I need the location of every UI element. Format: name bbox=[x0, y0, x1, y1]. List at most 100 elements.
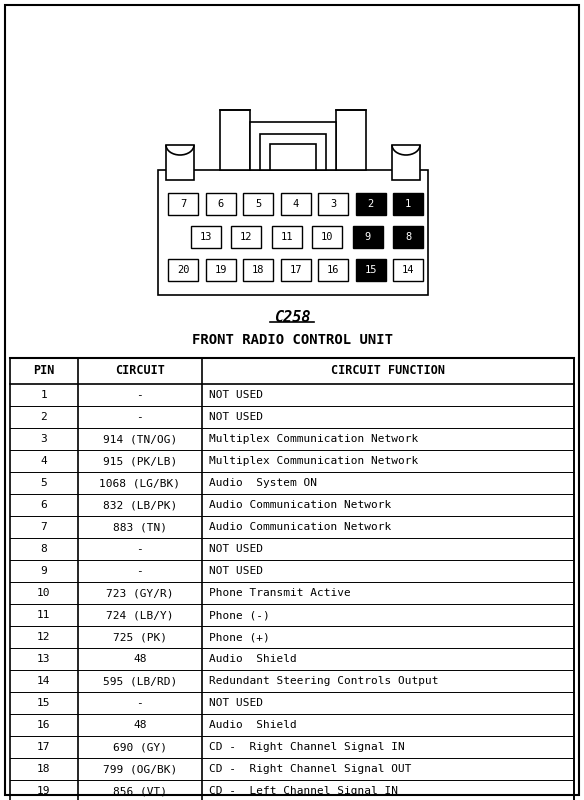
Bar bbox=[231, 226, 262, 248]
Text: 4: 4 bbox=[40, 456, 47, 466]
Text: 16: 16 bbox=[37, 720, 51, 730]
Bar bbox=[166, 145, 194, 180]
Bar bbox=[393, 226, 423, 248]
Text: 16: 16 bbox=[327, 265, 339, 275]
Text: 723 (GY/R): 723 (GY/R) bbox=[106, 588, 173, 598]
Bar bbox=[220, 110, 250, 170]
Bar bbox=[158, 170, 428, 295]
Text: Multiplex Communication Network: Multiplex Communication Network bbox=[208, 456, 418, 466]
Text: -: - bbox=[136, 544, 143, 554]
Text: Multiplex Communication Network: Multiplex Communication Network bbox=[208, 434, 418, 444]
Text: 915 (PK/LB): 915 (PK/LB) bbox=[103, 456, 177, 466]
Text: 595 (LB/RD): 595 (LB/RD) bbox=[103, 676, 177, 686]
Text: CIRCUIT FUNCTION: CIRCUIT FUNCTION bbox=[331, 365, 445, 378]
Text: 11: 11 bbox=[37, 610, 51, 620]
Bar bbox=[206, 193, 235, 215]
Bar bbox=[393, 193, 423, 215]
Text: 10: 10 bbox=[321, 232, 333, 242]
Bar bbox=[392, 145, 420, 180]
Text: 18: 18 bbox=[37, 764, 51, 774]
Bar bbox=[356, 193, 385, 215]
Text: 690 (GY): 690 (GY) bbox=[113, 742, 166, 752]
Bar bbox=[356, 259, 385, 281]
Text: 10: 10 bbox=[37, 588, 51, 598]
Text: 7: 7 bbox=[180, 199, 186, 209]
Text: 9: 9 bbox=[40, 566, 47, 576]
Text: NOT USED: NOT USED bbox=[208, 566, 263, 576]
Text: 2: 2 bbox=[40, 412, 47, 422]
Text: 15: 15 bbox=[364, 265, 377, 275]
Text: 6: 6 bbox=[40, 500, 47, 510]
Text: PIN: PIN bbox=[33, 365, 54, 378]
Text: 17: 17 bbox=[37, 742, 51, 752]
Text: 799 (OG/BK): 799 (OG/BK) bbox=[103, 764, 177, 774]
Bar bbox=[318, 193, 348, 215]
Text: Audio Communication Network: Audio Communication Network bbox=[208, 522, 391, 532]
Text: 856 (VT): 856 (VT) bbox=[113, 786, 166, 796]
Bar bbox=[318, 259, 348, 281]
Text: CIRCUIT: CIRCUIT bbox=[115, 365, 165, 378]
Bar bbox=[312, 226, 342, 248]
Text: 19: 19 bbox=[214, 265, 227, 275]
Text: Audio  Shield: Audio Shield bbox=[208, 654, 297, 664]
Text: 1068 (LG/BK): 1068 (LG/BK) bbox=[99, 478, 180, 488]
Text: 12: 12 bbox=[37, 632, 51, 642]
Text: -: - bbox=[136, 566, 143, 576]
Text: Audio  System ON: Audio System ON bbox=[208, 478, 317, 488]
Text: 5: 5 bbox=[40, 478, 47, 488]
Bar bbox=[393, 259, 423, 281]
Text: 1: 1 bbox=[405, 199, 411, 209]
Text: CD -  Right Channel Signal IN: CD - Right Channel Signal IN bbox=[208, 742, 405, 752]
Text: -: - bbox=[136, 698, 143, 708]
Bar bbox=[280, 259, 311, 281]
Text: 8: 8 bbox=[40, 544, 47, 554]
Text: 19: 19 bbox=[37, 786, 51, 796]
Text: 11: 11 bbox=[280, 232, 293, 242]
Text: -: - bbox=[136, 390, 143, 400]
Text: 20: 20 bbox=[177, 265, 189, 275]
Text: NOT USED: NOT USED bbox=[208, 412, 263, 422]
Bar bbox=[250, 122, 336, 170]
Text: 4: 4 bbox=[293, 199, 298, 209]
Text: 2: 2 bbox=[367, 199, 374, 209]
Bar bbox=[243, 193, 273, 215]
Text: Audio  Shield: Audio Shield bbox=[208, 720, 297, 730]
Text: 724 (LB/Y): 724 (LB/Y) bbox=[106, 610, 173, 620]
Text: NOT USED: NOT USED bbox=[208, 698, 263, 708]
Text: 725 (PK): 725 (PK) bbox=[113, 632, 166, 642]
Text: 15: 15 bbox=[37, 698, 51, 708]
Text: NOT USED: NOT USED bbox=[208, 390, 263, 400]
Bar bbox=[272, 226, 302, 248]
Bar bbox=[168, 259, 198, 281]
Bar bbox=[206, 259, 235, 281]
Text: Phone (-): Phone (-) bbox=[208, 610, 269, 620]
Text: 1: 1 bbox=[40, 390, 47, 400]
Text: 883 (TN): 883 (TN) bbox=[113, 522, 166, 532]
Bar bbox=[280, 193, 311, 215]
Text: FRONT RADIO CONTROL UNIT: FRONT RADIO CONTROL UNIT bbox=[192, 333, 392, 347]
Text: 48: 48 bbox=[133, 720, 147, 730]
Text: 13: 13 bbox=[200, 232, 212, 242]
Text: 5: 5 bbox=[255, 199, 261, 209]
Text: CD -  Left Channel Signal IN: CD - Left Channel Signal IN bbox=[208, 786, 398, 796]
Text: 6: 6 bbox=[217, 199, 224, 209]
Text: NOT USED: NOT USED bbox=[208, 544, 263, 554]
Text: 7: 7 bbox=[40, 522, 47, 532]
Bar bbox=[191, 226, 221, 248]
Text: 18: 18 bbox=[252, 265, 264, 275]
Bar bbox=[270, 144, 316, 170]
Bar bbox=[353, 226, 383, 248]
Text: -: - bbox=[136, 412, 143, 422]
Bar bbox=[336, 110, 366, 170]
Text: 17: 17 bbox=[289, 265, 302, 275]
Text: 3: 3 bbox=[40, 434, 47, 444]
Bar bbox=[168, 193, 198, 215]
Text: 3: 3 bbox=[330, 199, 336, 209]
Text: 8: 8 bbox=[405, 232, 411, 242]
Text: Phone (+): Phone (+) bbox=[208, 632, 269, 642]
Text: 12: 12 bbox=[240, 232, 253, 242]
Text: Redundant Steering Controls Output: Redundant Steering Controls Output bbox=[208, 676, 438, 686]
Text: 48: 48 bbox=[133, 654, 147, 664]
Bar bbox=[243, 259, 273, 281]
Text: 13: 13 bbox=[37, 654, 51, 664]
